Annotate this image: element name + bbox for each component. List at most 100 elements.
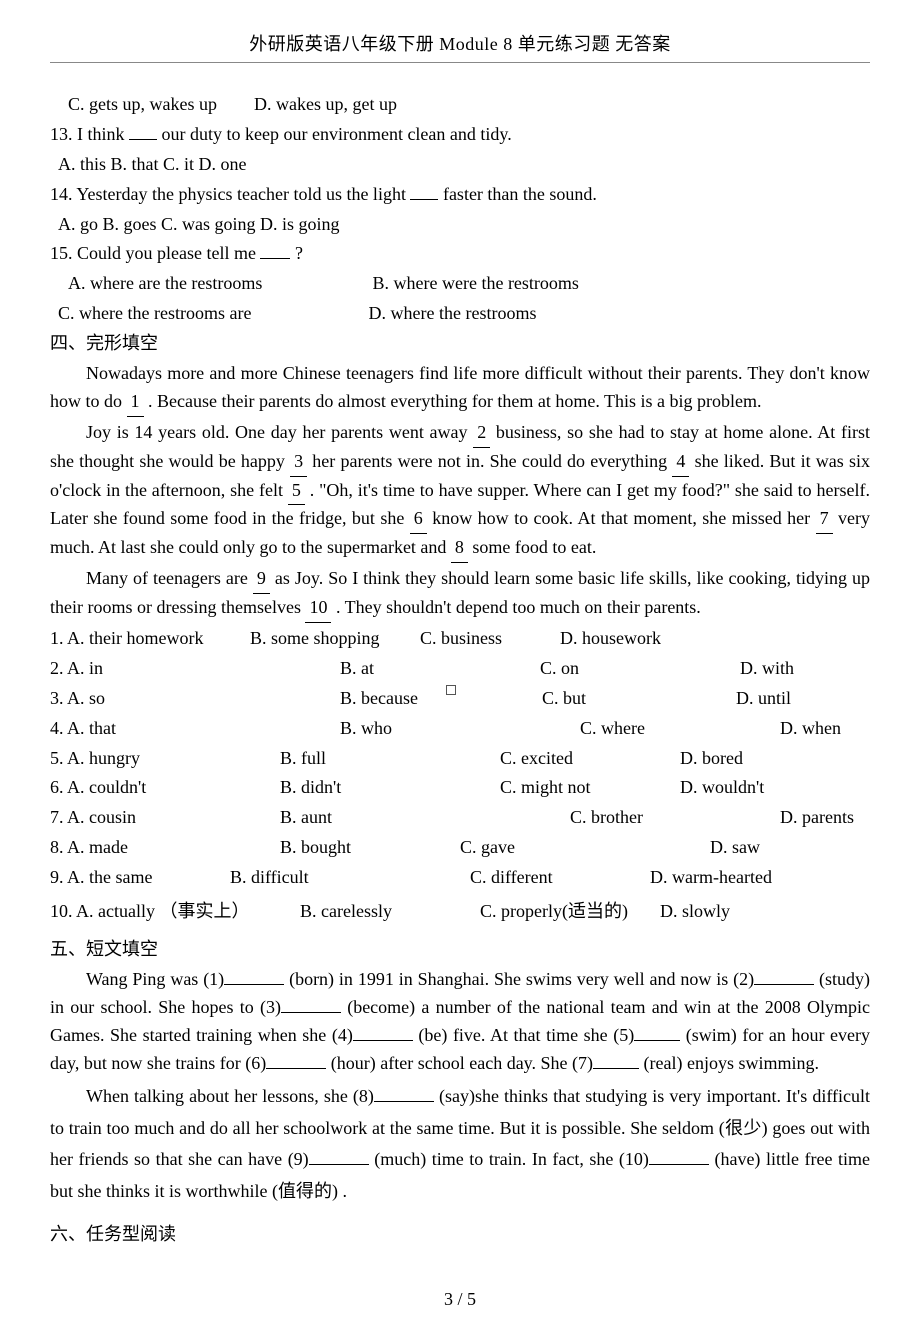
opt5-d: D. bored (680, 745, 743, 773)
section5-title: 五、短文填空 (50, 936, 870, 964)
cloze-opts-10: 10. A. actually （事实上） B. carelessly C. p… (50, 898, 870, 926)
opt5-b: B. full (280, 745, 500, 773)
opt2-c: C. on (540, 655, 740, 683)
opt1-c: C. business (420, 625, 560, 653)
q15-blank (260, 240, 290, 259)
fill-blank-1 (224, 966, 284, 985)
cloze-blank-10: 10 (305, 594, 331, 623)
fill-blank-7 (593, 1050, 639, 1069)
q15-opt-a: A. where are the restrooms (68, 270, 368, 298)
page-header: 外研版英语八年级下册 Module 8 单元练习题 无答案 (50, 30, 870, 63)
cloze-p2c: her parents were not in. She could do ev… (307, 451, 672, 471)
opt10-d: D. slowly (660, 898, 730, 926)
opt9-b: B. difficult (230, 864, 470, 892)
cloze-opts-9: 9. A. the same B. difficult C. different… (50, 864, 870, 892)
q12-opt-d: D. wakes up, get up (254, 94, 397, 114)
fill-p2a: When talking about her lessons, she (8) (86, 1086, 374, 1106)
cloze-p1b: . Because their parents do almost everyt… (144, 391, 762, 411)
fill-p1e: (be) five. At that time she (5) (413, 1025, 634, 1045)
fill-p2c: (much) time to train. In fact, she (10) (369, 1149, 649, 1169)
opt7-a: 7. A. cousin (50, 804, 280, 832)
cloze-p2h: some food to eat. (468, 537, 596, 557)
opt6-b: B. didn't (280, 774, 500, 802)
cloze-blank-9: 9 (253, 565, 270, 594)
marker-icon (446, 685, 456, 695)
q14-options: A. go B. goes C. was going D. is going (50, 211, 870, 239)
q13-stem-b: our duty to keep our environment clean a… (157, 124, 512, 144)
cloze-p2f: know how to cook. At that moment, she mi… (427, 508, 816, 528)
opt8-d: D. saw (710, 834, 760, 862)
opt2-b: B. at (340, 655, 540, 683)
fill-p1b: (born) in 1991 in Shanghai. She swims ve… (284, 969, 754, 989)
q15-stem-a: 15. Could you please tell me (50, 243, 260, 263)
opt3-d: D. until (586, 685, 791, 713)
q12-options-cd: C. gets up, wakes up D. wakes up, get up (50, 91, 870, 119)
q13-stem-a: 13. I think (50, 124, 129, 144)
opt2-d: D. with (740, 655, 794, 683)
opt8-a: 8. A. made (50, 834, 280, 862)
cloze-opts-3: 3. A. so B. because C. but D. until (50, 685, 870, 713)
cloze-opts-5: 5. A. hungry B. full C. excited D. bored (50, 745, 870, 773)
q15-opt-d: D. where the restrooms (369, 303, 537, 323)
opt3-b: B. because (340, 685, 440, 713)
q15-options-ab: A. where are the restrooms B. where were… (50, 270, 870, 298)
opt6-c: C. might not (500, 774, 680, 802)
opt6-a: 6. A. couldn't (50, 774, 280, 802)
cloze-blank-5: 5 (288, 477, 305, 506)
cloze-blank-3: 3 (290, 448, 307, 477)
q15-opt-c: C. where the restrooms are (58, 300, 364, 328)
fill-blank-10 (649, 1146, 709, 1165)
opt9-d: D. warm-hearted (650, 864, 772, 892)
opt9-c: C. different (470, 864, 650, 892)
opt1-d: D. housework (560, 625, 661, 653)
opt3-c: C. but (456, 685, 586, 713)
fill-p1h: (real) enjoys swimming. (639, 1053, 819, 1073)
opt8-b: B. bought (280, 834, 460, 862)
cloze-blank-2: 2 (473, 419, 490, 448)
fill-blank-6 (266, 1050, 326, 1069)
q15-stem: 15. Could you please tell me ? (50, 240, 870, 268)
cloze-p3c: . They shouldn't depend too much on thei… (331, 597, 700, 617)
opt5-c: C. excited (500, 745, 680, 773)
opt5-a: 5. A. hungry (50, 745, 280, 773)
q14-stem: 14. Yesterday the physics teacher told u… (50, 181, 870, 209)
q13-stem: 13. I think our duty to keep our environ… (50, 121, 870, 149)
opt7-d: D. parents (780, 804, 854, 832)
cloze-p2a: Joy is 14 years old. One day her parents… (86, 422, 473, 442)
cloze-opts-7: 7. A. cousin B. aunt C. brother D. paren… (50, 804, 870, 832)
fill-p1g: (hour) after school each day. She (7) (326, 1053, 593, 1073)
q14-stem-b: faster than the sound. (438, 184, 596, 204)
fill-blank-3 (281, 994, 341, 1013)
q15-stem-b: ? (290, 243, 303, 263)
cloze-opts-6: 6. A. couldn't B. didn't C. might not D.… (50, 774, 870, 802)
cloze-blank-1: 1 (127, 388, 144, 417)
fill-blank-2 (754, 966, 814, 985)
cloze-blank-7: 7 (816, 505, 833, 534)
content-body: C. gets up, wakes up D. wakes up, get up… (50, 91, 870, 1249)
page-footer: 3 / 5 (50, 1289, 870, 1310)
opt9-a: 9. A. the same (50, 864, 230, 892)
opt3-a: 3. A. so (50, 685, 340, 713)
q15-options-cd: C. where the restrooms are D. where the … (50, 300, 870, 328)
cloze-opts-2: 2. A. in B. at C. on D. with (50, 655, 870, 683)
fill-blank-8 (374, 1083, 434, 1102)
q15-opt-b: B. where were the restrooms (373, 273, 579, 293)
cloze-p3a: Many of teenagers are (86, 568, 253, 588)
opt10-c: C. properly(适当的) (480, 898, 660, 926)
cloze-p2: Joy is 14 years old. One day her parents… (50, 419, 870, 563)
cloze-opts-1: 1. A. their homework B. some shopping C.… (50, 625, 870, 653)
cloze-p3: Many of teenagers are 9 as Joy. So I thi… (50, 565, 870, 623)
q13-blank (129, 121, 157, 140)
opt8-c: C. gave (460, 834, 710, 862)
cloze-p1: Nowadays more and more Chinese teenagers… (50, 360, 870, 417)
q13-options: A. this B. that C. it D. one (50, 151, 870, 179)
fill-p2: When talking about her lessons, she (8) … (50, 1081, 870, 1207)
q14-blank (410, 181, 438, 200)
fill-p1: Wang Ping was (1) (born) in 1991 in Shan… (50, 966, 870, 1078)
opt7-c: C. brother (570, 804, 780, 832)
opt1-a: 1. A. their homework (50, 625, 250, 653)
cloze-blank-8: 8 (451, 534, 468, 563)
opt4-c: C. where (580, 715, 780, 743)
fill-blank-4 (353, 1022, 413, 1041)
opt10-b: B. carelessly (300, 898, 480, 926)
